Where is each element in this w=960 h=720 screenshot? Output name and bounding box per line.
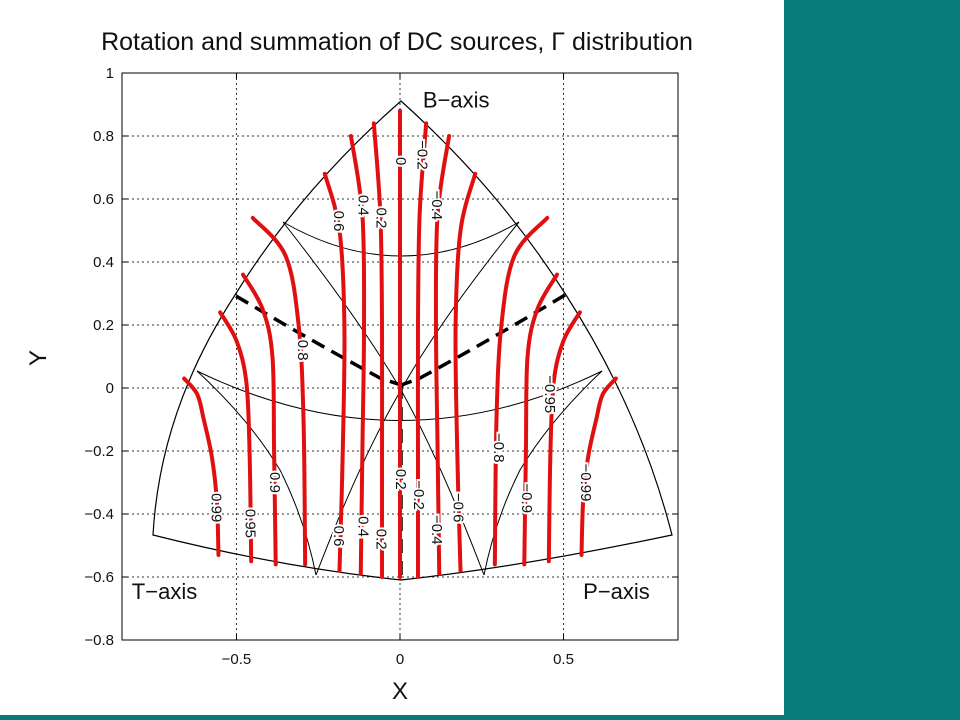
left-lower-curve	[196, 370, 317, 576]
contour-line	[241, 272, 278, 567]
dashed-p-axis	[400, 293, 566, 387]
contour-label: −0.9	[518, 483, 535, 513]
contour-label: −0.2	[413, 140, 430, 170]
contour-label: 0.95	[242, 509, 259, 538]
y-ticks: −0.8−0.6−0.4−0.200.20.40.60.81	[84, 65, 678, 649]
contour-label: 0.4	[354, 516, 371, 537]
y-tick-label: 0.4	[93, 254, 114, 271]
contour-label: 0.9	[266, 472, 283, 493]
x-ticks: −0.5 0 0.5	[222, 73, 574, 668]
contour-label: −0.8	[490, 433, 507, 463]
y-tick-label: 0.6	[93, 191, 114, 208]
contour-label: 0.2	[372, 529, 389, 550]
contour-label: 0.8	[294, 340, 311, 361]
contour-labels: 0 −0.20.40.20.6−0.40.8−0.950.990.950.90.6…	[205, 138, 596, 552]
contour-line	[348, 134, 367, 576]
contour-line	[522, 272, 559, 567]
contour-line	[546, 310, 582, 564]
bottom-bar	[0, 715, 784, 720]
y-tick-label: −0.4	[84, 506, 114, 523]
contour-label: 0.2	[372, 207, 389, 228]
contour-label: −0.2	[410, 480, 427, 510]
axis-annotation: T−axis	[132, 579, 197, 604]
contour-line	[371, 121, 385, 579]
contour-label: −0.95	[541, 375, 558, 413]
y-tick-label: −0.2	[84, 443, 114, 460]
contour-label: 0.4	[354, 195, 371, 216]
axis-annotation: B−axis	[423, 88, 490, 113]
contour-line	[415, 121, 429, 579]
contour-line	[492, 215, 550, 567]
contour-line	[433, 134, 452, 576]
contour-label: 0	[392, 157, 409, 165]
y-tick-label: 1	[106, 65, 114, 82]
chart: Rotation and summation of DC sources, Γ …	[25, 28, 693, 705]
side-panel	[784, 0, 960, 720]
contour-lines	[182, 108, 618, 579]
y-tick-label: 0.2	[93, 317, 114, 334]
x-tick-label: 0	[396, 651, 404, 668]
contour-line	[322, 171, 347, 573]
axis-annotation: P−axis	[583, 579, 650, 604]
contour-line	[250, 215, 308, 567]
contour-label: 0.6	[330, 211, 347, 232]
y-tick-label: −0.6	[84, 569, 114, 586]
y-tick-label: 0	[106, 380, 114, 397]
boundary-outline	[152, 100, 673, 581]
contour-label: 0.99	[207, 493, 224, 522]
contour-label: 0.2	[392, 469, 409, 490]
x-tick-label: −0.5	[222, 651, 252, 668]
x-tick-label: 0.5	[553, 651, 574, 668]
contour-line	[453, 171, 478, 573]
contour-line	[182, 376, 221, 557]
contour-line	[579, 376, 618, 557]
dashed-t-axis	[235, 294, 402, 387]
y-axis-label: Y	[25, 350, 52, 366]
y-tick-label: −0.8	[84, 632, 114, 649]
y-tick-label: 0.8	[93, 128, 114, 145]
chart-title: Rotation and summation of DC sources, Γ …	[101, 28, 693, 56]
right-lower-curve	[483, 370, 603, 576]
contour-line	[218, 310, 254, 564]
contour-label: −0.4	[428, 515, 445, 545]
contour-label: −0.4	[428, 190, 445, 220]
contour-label: −0.99	[577, 464, 594, 502]
axis-annotations: B−axis T−axis P−axis	[132, 88, 650, 604]
x-axis-label: X	[392, 678, 408, 705]
contour-label: −0.6	[449, 493, 466, 523]
contour-label: 0.6	[330, 526, 347, 547]
